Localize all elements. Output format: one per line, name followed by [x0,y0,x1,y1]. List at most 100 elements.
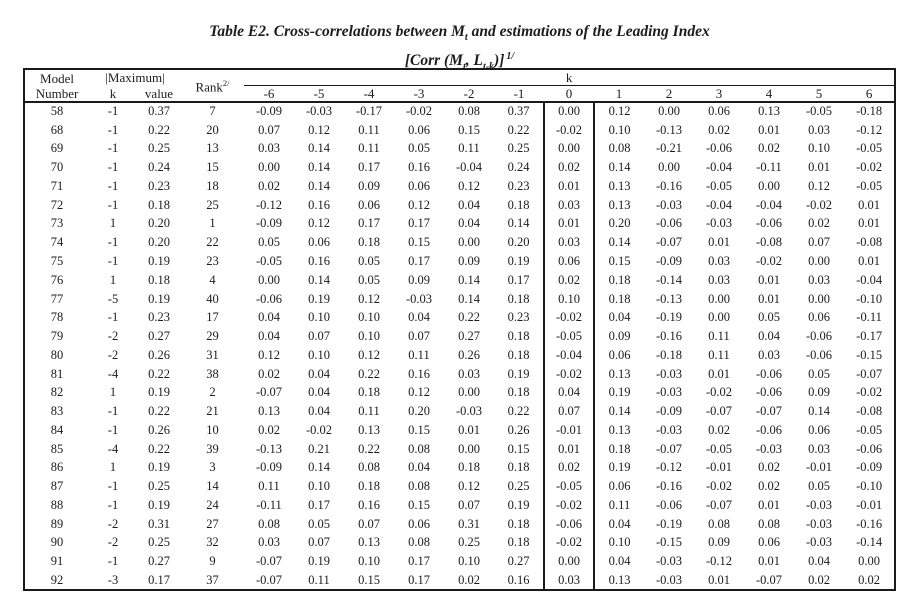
corr-cell-k0: 0.04 [543,383,595,403]
corr-cell-k-4: -0.17 [355,104,383,119]
corr-cell-k4: 0.00 [758,178,780,193]
header-maximum-value: value [137,85,181,103]
corr-cell-k6: -0.05 [856,178,883,193]
corr-cell-k4: 0.02 [758,460,780,475]
corr-cell-k-2: 0.22 [458,310,480,325]
corr-cell-k4: 0.06 [758,535,780,550]
max-k-cell: -2 [107,329,119,344]
corr-cell-k2: -0.07 [655,235,683,250]
corr-cell-k-6: 0.04 [258,329,280,344]
corr-cell-k1: 0.18 [608,291,631,306]
corr-cell-k-2: -0.03 [455,404,483,419]
corr-cell-k-4: 0.15 [358,572,380,587]
table-row-model-79: 79 -2 0.27 29 0.04 0.07 0.10 0.07 0.27 0.18 -0.05 0… [24,327,895,346]
corr-cell-k-3: 0.06 [408,178,430,193]
corr-cell-k4: 0.01 [758,291,780,306]
corr-cell-k2: -0.13 [655,122,683,137]
corr-cell-k-5: 0.14 [308,141,330,156]
corr-cell-k5: 0.06 [808,422,830,437]
corr-cell-k1: 0.18 [608,441,631,456]
corr-cell-k-3: 0.17 [408,572,430,587]
table-row-model-81: 81 -4 0.22 38 0.02 0.04 0.22 0.16 0.03 0.19 -0.02 0… [24,364,895,384]
corr-cell-k4: 0.01 [758,554,780,569]
corr-cell-k6: -0.08 [856,235,883,250]
corr-cell-k-4: 0.18 [358,385,380,400]
corr-cell-k-6: -0.12 [255,197,283,212]
corr-cell-k1: 0.14 [608,404,631,419]
corr-cell-k-3: 0.04 [408,310,430,325]
max-k-cell: 1 [109,272,117,287]
corr-cell-k2: -0.03 [655,572,683,587]
max-value-cell: 0.25 [148,141,170,156]
header-model-line2: Number [35,85,79,101]
corr-cell-k-3: 0.17 [408,554,430,569]
max-k-cell: -1 [107,235,119,250]
corr-cell-k2: -0.12 [655,460,683,475]
corr-cell-k0: -0.02 [543,533,595,553]
max-value-cell: 0.19 [148,254,170,268]
header-rank: Rank2/ [181,69,244,103]
rank-cell: 18 [206,178,219,193]
model-number-cell: 71 [50,178,64,193]
corr-cell-k-3: 0.09 [408,272,430,287]
corr-cell-k0: 0.01 [543,214,595,234]
max-value-cell: 0.19 [148,460,170,475]
corr-cell-k5: 0.00 [808,254,830,268]
model-number-cell: 82 [50,385,64,400]
corr-cell-k-6: 0.12 [258,347,280,362]
corr-cell-k-1: 0.26 [507,422,530,437]
corr-cell-k-6: 0.03 [258,535,280,550]
corr-cell-k3: -0.03 [705,216,733,231]
corr-cell-k4: 0.03 [758,347,780,362]
corr-cell-k0: 0.03 [543,195,595,215]
corr-cell-k-5: 0.12 [308,122,330,137]
corr-cell-k5: -0.03 [805,535,833,550]
corr-cell-k-4: 0.13 [358,535,380,550]
table-row-model-58: 58 -1 0.37 7 -0.09 -0.03 -0.17 -0.02 0.08 0.37 0.0… [24,102,895,121]
corr-cell-k1: 0.14 [608,235,631,250]
max-k-cell: -1 [107,310,119,325]
corr-cell-k-5: 0.11 [308,572,330,587]
corr-cell-k3: 0.00 [708,291,730,306]
corr-cell-k2: -0.09 [655,254,683,268]
corr-cell-k-1: 0.18 [507,291,530,306]
corr-cell-k4: 0.04 [758,329,780,344]
corr-cell-k-2: 0.00 [458,441,480,456]
corr-cell-k3: 0.00 [708,310,730,325]
corr-cell-k1: 0.18 [608,272,631,287]
corr-cell-k6: -0.05 [856,141,883,156]
corr-cell-k-1: 0.18 [507,535,530,550]
model-number-cell: 78 [50,310,64,325]
header-maximum-k: k [89,85,137,103]
corr-cell-k6: -0.02 [856,385,883,400]
rank-cell: 24 [206,497,219,512]
corr-cell-k0: -0.02 [543,364,595,384]
corr-cell-k4: 0.02 [758,479,780,494]
corr-cell-k3: 0.11 [708,347,730,362]
header-model-line1: Model [40,70,74,86]
corr-cell-k4: -0.06 [755,385,783,400]
corr-cell-k-5: 0.14 [308,178,330,193]
model-number-cell: 75 [50,254,64,268]
corr-cell-k0: 0.00 [543,102,595,121]
rank-cell: 22 [206,235,219,250]
corr-cell-k-2: 0.18 [458,460,480,475]
corr-cell-k-6: -0.07 [255,572,283,587]
corr-cell-k5: 0.03 [808,441,830,456]
corr-cell-k-2: 0.02 [458,572,480,587]
corr-cell-k-5: 0.04 [308,385,330,400]
model-number-cell: 87 [50,479,64,494]
max-k-cell: -4 [107,366,119,381]
corr-cell-k-6: 0.08 [258,516,280,531]
header-k-tick--1: -1 [494,85,544,103]
corr-cell-k-5: 0.06 [308,235,330,250]
max-value-cell: 0.17 [148,572,170,587]
corr-cell-k6: -0.04 [856,272,883,287]
corr-cell-k0: 0.07 [543,402,595,422]
max-value-cell: 0.37 [148,104,170,119]
corr-cell-k-5: 0.04 [308,404,330,419]
max-value-cell: 0.26 [148,347,170,362]
corr-cell-k-6: 0.03 [258,141,280,156]
header-k-tick-5: 5 [794,85,844,103]
